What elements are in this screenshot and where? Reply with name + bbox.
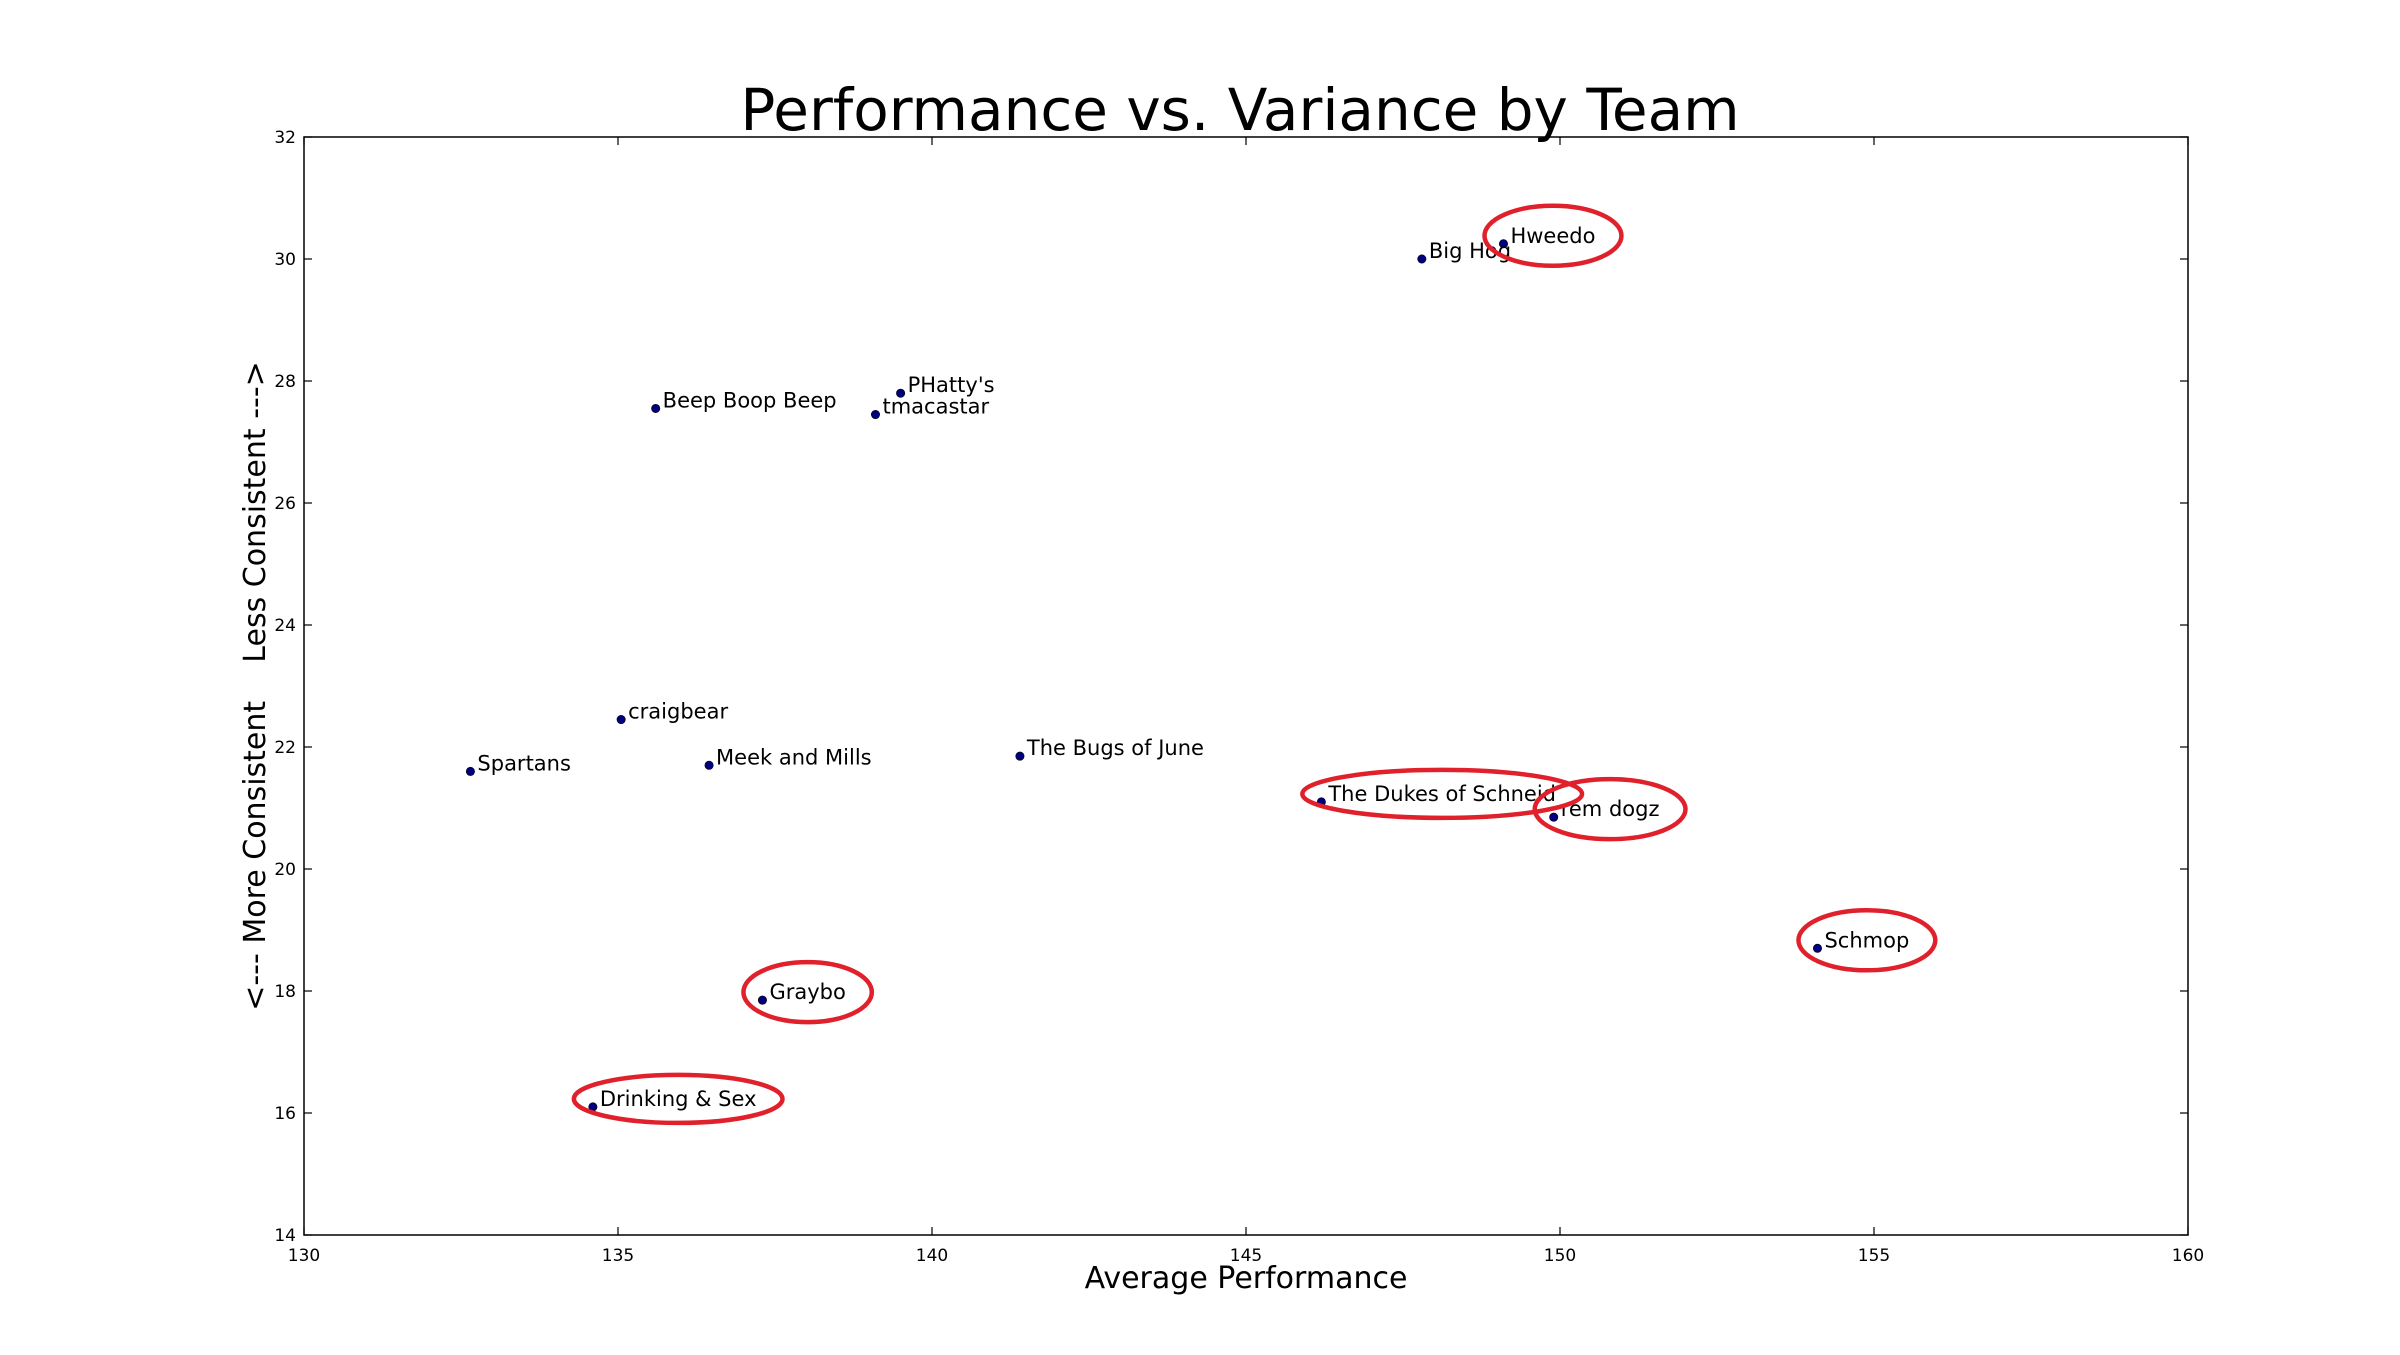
point-label: The Dukes of Schneid <box>1327 782 1556 806</box>
data-point <box>651 403 661 413</box>
data-point <box>704 760 714 770</box>
x-tick-label: 160 <box>2172 1246 2204 1266</box>
point-label: The Bugs of June <box>1026 736 1204 760</box>
data-point <box>1498 239 1508 249</box>
point-label: Big Hog <box>1429 239 1511 263</box>
highlight-ellipse <box>741 959 875 1025</box>
point-label: Drinking & Sex <box>600 1087 757 1111</box>
data-point <box>616 715 626 725</box>
data-point <box>896 388 906 398</box>
data-point <box>1549 812 1559 822</box>
highlight-ellipse <box>1532 776 1688 842</box>
data-point <box>465 766 475 776</box>
axis-ticks: 130 135 140 145 150 155 160 14 16 18 20 22 24 26 28 30 3… <box>274 128 2204 1266</box>
data-point <box>1812 943 1822 953</box>
data-point <box>1015 751 1025 761</box>
point-label: Graybo <box>769 980 845 1004</box>
point-label: tmacastar <box>882 395 989 419</box>
y-tick-label: 26 <box>274 494 296 514</box>
y-tick-label: 24 <box>274 616 296 636</box>
y-tick-label: 20 <box>274 860 296 880</box>
highlight-ellipse <box>1796 908 1938 973</box>
point-label: craigbear <box>628 700 728 724</box>
data-point <box>757 995 767 1005</box>
highlight-circles <box>571 203 1938 1126</box>
x-tick-label: 135 <box>602 1246 634 1266</box>
chart-title: Performance vs. Variance by Team <box>740 76 1739 144</box>
point-label: Meek and Mills <box>716 745 872 769</box>
y-tick-label: 18 <box>274 982 296 1002</box>
point-label: PHatty's <box>908 373 995 397</box>
highlight-ellipse <box>571 1072 785 1126</box>
x-tick-label: 150 <box>1544 1246 1576 1266</box>
highlight-ellipse <box>1482 203 1624 268</box>
y-tick-label: 16 <box>274 1104 296 1124</box>
x-axis-label: Average Performance <box>1085 1261 1408 1296</box>
x-tick-label: 145 <box>1230 1246 1262 1266</box>
plot-frame <box>303 136 2189 1236</box>
x-tick-label: 130 <box>288 1246 320 1266</box>
data-point <box>870 410 880 420</box>
y-tick-label: 28 <box>274 372 296 392</box>
x-tick-label: 140 <box>916 1246 948 1266</box>
y-tick-label: 14 <box>274 1226 296 1246</box>
highlight-ellipse <box>1300 767 1585 821</box>
y-tick-label: 30 <box>274 250 296 270</box>
point-label: Spartans <box>477 751 571 775</box>
y-tick-label: 22 <box>274 738 296 758</box>
y-tick-label: 32 <box>274 128 296 148</box>
x-tick-label: 155 <box>1858 1246 1890 1266</box>
data-point <box>1417 254 1427 264</box>
point-label: Hweedo <box>1510 224 1595 248</box>
y-axis-label: <--- More Consistent Less Consistent ---… <box>238 361 273 1011</box>
point-label: Schmop <box>1824 928 1909 952</box>
point-label: Beep Boop Beep <box>663 388 837 412</box>
